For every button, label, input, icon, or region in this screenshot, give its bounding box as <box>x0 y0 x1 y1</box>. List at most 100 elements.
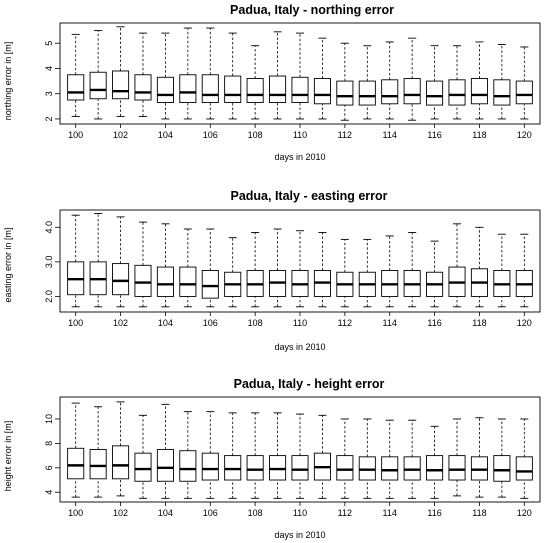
height-iqr-box <box>201 452 219 481</box>
northing-iqr-box <box>470 78 488 105</box>
northing-iqr-box <box>291 76 309 103</box>
height-x-tick-label: 110 <box>293 508 307 518</box>
northing-box-day-113 <box>358 45 376 120</box>
height-error-panel: Padua, Italy - height error height error… <box>3 377 541 540</box>
height-box-day-120 <box>515 418 533 499</box>
height-iqr-box <box>224 455 242 481</box>
northing-iqr-box <box>448 79 466 106</box>
height-iqr-box <box>336 455 354 481</box>
easting-box-day-102 <box>112 216 130 308</box>
height-box-day-119 <box>493 418 511 498</box>
height-box-day-111 <box>313 414 331 499</box>
easting-box-day-116 <box>426 240 444 308</box>
northing-box-day-109 <box>269 31 287 120</box>
northing-box-day-110 <box>291 32 309 120</box>
easting-box-day-114 <box>381 235 399 308</box>
easting-x-tick-label: 108 <box>248 318 263 328</box>
height-x-tick-label: 102 <box>113 508 128 518</box>
height-iqr-box <box>269 455 287 481</box>
easting-y-tick-label: 4.0 <box>44 221 54 234</box>
height-box-day-116 <box>426 425 444 499</box>
height-x-tick-label: 114 <box>383 508 397 518</box>
height-box-day-110 <box>291 413 309 499</box>
easting-y-axis-label: easting error in [m] <box>3 227 13 302</box>
northing-box-day-108 <box>246 45 264 120</box>
easting-iqr-box <box>134 264 152 297</box>
height-iqr-box <box>179 450 197 482</box>
northing-iqr-box <box>313 78 331 105</box>
height-chart-title: Padua, Italy - height error <box>234 377 385 391</box>
height-x-tick-label: 116 <box>427 508 441 518</box>
height-box-day-109 <box>269 412 287 499</box>
northing-iqr-box <box>112 70 130 100</box>
easting-iqr-box <box>179 266 197 297</box>
height-x-tick-label: 106 <box>203 508 218 518</box>
height-iqr-box <box>246 455 264 481</box>
northing-y-tick-label: 2 <box>44 116 54 121</box>
height-iqr-box <box>358 456 376 481</box>
easting-x-axis-label: days in 2010 <box>274 342 325 352</box>
easting-box-day-112 <box>336 238 354 308</box>
height-box-day-108 <box>246 412 264 499</box>
northing-iqr-box <box>381 79 399 105</box>
northing-iqr-box <box>179 74 197 103</box>
northing-box-day-104 <box>156 32 174 120</box>
northing-iqr-box <box>224 75 242 103</box>
northing-error-panel: Padua, Italy - northing error northing e… <box>3 3 541 162</box>
northing-iqr-box <box>515 80 533 105</box>
northing-iqr-box <box>493 79 511 106</box>
northing-x-axis-label: days in 2010 <box>274 152 325 162</box>
height-x-tick-label: 108 <box>248 508 263 518</box>
northing-y-tick-label: 3 <box>44 91 54 96</box>
northing-iqr-box <box>358 80 376 106</box>
height-box-day-118 <box>470 417 488 498</box>
easting-iqr-box <box>201 270 219 299</box>
northing-x-tick-label: 108 <box>248 130 263 140</box>
northing-y-tick-label: 5 <box>44 41 54 46</box>
easting-box-day-119 <box>493 233 511 308</box>
height-box-day-100 <box>67 402 85 498</box>
northing-box-day-116 <box>426 45 444 120</box>
easting-box-day-117 <box>448 223 466 308</box>
height-iqr-box <box>403 456 421 481</box>
northing-box-day-114 <box>381 41 399 120</box>
northing-y-axis-label: northing error in [m] <box>3 42 13 121</box>
height-iqr-box <box>89 449 107 480</box>
northing-iqr-box <box>269 75 287 103</box>
height-x-tick-label: 112 <box>338 508 352 518</box>
height-iqr-box <box>112 445 130 480</box>
northing-x-tick-label: 118 <box>472 130 486 140</box>
northing-iqr-box <box>403 78 421 105</box>
easting-x-tick-label: 110 <box>293 318 307 328</box>
height-iqr-box <box>448 455 466 481</box>
height-iqr-box <box>134 452 152 482</box>
northing-x-tick-label: 106 <box>203 130 218 140</box>
northing-box-day-118 <box>470 41 488 120</box>
height-box-day-104 <box>156 403 174 499</box>
height-box-day-105 <box>179 411 197 499</box>
height-box-day-102 <box>112 401 130 497</box>
easting-x-tick-label: 100 <box>68 318 83 328</box>
northing-box-day-107 <box>224 32 242 120</box>
easting-box-day-107 <box>224 237 242 308</box>
northing-box-day-119 <box>493 44 511 120</box>
northing-iqr-box <box>89 71 107 100</box>
northing-x-tick-label: 102 <box>113 130 128 140</box>
height-x-tick-label: 104 <box>158 508 173 518</box>
easting-x-tick-label: 120 <box>517 318 532 328</box>
northing-box-day-105 <box>179 27 197 120</box>
height-x-tick-label: 120 <box>517 508 532 518</box>
easting-y-tick-label: 3.0 <box>44 256 54 269</box>
northing-box-day-106 <box>201 27 219 120</box>
height-box-day-107 <box>224 412 242 499</box>
northing-box-day-117 <box>448 45 466 120</box>
northing-iqr-box <box>156 76 174 103</box>
northing-iqr-box <box>67 74 85 101</box>
height-iqr-box <box>470 456 488 481</box>
height-box-day-114 <box>381 419 399 499</box>
easting-x-tick-label: 104 <box>158 318 173 328</box>
easting-x-tick-label: 106 <box>203 318 218 328</box>
easting-x-tick-label: 118 <box>472 318 486 328</box>
easting-error-panel: Padua, Italy - easting error easting err… <box>3 189 541 352</box>
